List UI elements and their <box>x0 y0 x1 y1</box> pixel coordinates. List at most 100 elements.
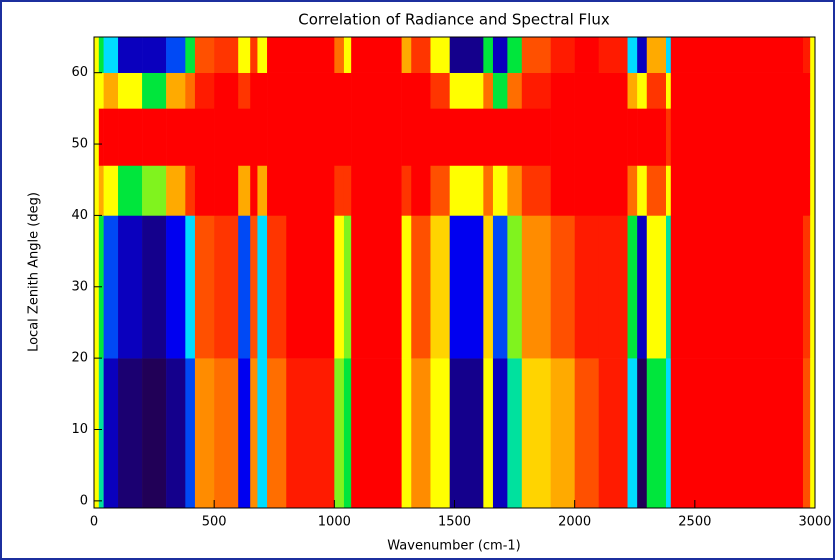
heatmap-cell <box>194 72 215 109</box>
heatmap-cell <box>401 215 412 359</box>
heatmap-cell <box>637 358 648 509</box>
heatmap-cell <box>267 215 287 359</box>
heatmap-cell <box>492 72 508 109</box>
heatmap-cell <box>665 37 672 73</box>
heatmap-cell <box>521 215 551 359</box>
heatmap-cell <box>646 165 667 216</box>
heatmap-cell <box>343 37 352 73</box>
heatmap-cell <box>810 37 816 73</box>
heatmap-cell <box>286 358 335 509</box>
heatmap-cell <box>286 108 335 166</box>
heatmap-cell <box>449 108 484 166</box>
heatmap-cell <box>166 72 186 109</box>
heatmap-cell <box>94 108 100 166</box>
heatmap-cell <box>507 165 523 216</box>
y-tick-label: 20 <box>71 351 88 366</box>
heatmap-cell <box>351 358 402 509</box>
heatmap-cell <box>430 358 450 509</box>
heatmap-cell <box>250 108 258 166</box>
heatmap-cell <box>521 358 551 509</box>
heatmap-cell <box>238 37 251 73</box>
heatmap-cell <box>238 165 251 216</box>
heatmap-cell <box>574 37 599 73</box>
heatmap-cell <box>802 37 811 73</box>
heatmap-cell <box>286 165 335 216</box>
heatmap-cell <box>802 215 811 359</box>
heatmap-cell <box>627 215 638 359</box>
heatmap-cell <box>637 72 648 109</box>
heatmap-cell <box>598 108 628 166</box>
heatmap-cell <box>411 108 431 166</box>
heatmap-cell <box>492 108 508 166</box>
heatmap-cell <box>550 72 575 109</box>
heatmap-cell <box>185 72 196 109</box>
y-tick-label: 40 <box>71 208 88 223</box>
x-tick-label: 2000 <box>558 515 591 530</box>
heatmap-cell <box>194 37 215 73</box>
heatmap-cell <box>118 72 143 109</box>
heatmap-cell <box>574 358 599 509</box>
heatmap-cell <box>351 37 402 73</box>
y-tick-label: 30 <box>71 279 88 294</box>
heatmap-cell <box>286 37 335 73</box>
heatmap-cell <box>250 165 258 216</box>
x-tick-label: 3000 <box>798 515 831 530</box>
heatmap-cell <box>401 37 412 73</box>
heatmap-cell <box>574 215 599 359</box>
heatmap-cell <box>483 37 494 73</box>
heatmap-cell <box>492 165 508 216</box>
heatmap-cell <box>401 358 412 509</box>
heatmap-cell <box>185 37 196 73</box>
heatmap-cell <box>627 165 638 216</box>
heatmap-cell <box>94 72 100 109</box>
heatmap-cell <box>411 72 431 109</box>
heatmap-cell <box>665 72 672 109</box>
heatmap-cell <box>449 37 484 73</box>
heatmap-cell <box>483 108 494 166</box>
heatmap-cell <box>118 37 143 73</box>
y-tick-label: 50 <box>71 137 88 152</box>
heatmap-cell <box>257 215 268 359</box>
heatmap-cell <box>257 37 268 73</box>
heatmap-cell <box>103 108 119 166</box>
heatmap-cell <box>598 72 628 109</box>
heatmap-cell <box>98 358 104 509</box>
heatmap-cell <box>351 72 402 109</box>
heatmap-cell <box>142 215 167 359</box>
heatmap-cell <box>334 215 345 359</box>
heatmap-cell <box>286 72 335 109</box>
heatmap-cells <box>94 37 816 509</box>
y-axis-label: Local Zenith Angle (deg) <box>27 192 42 352</box>
heatmap-cell <box>238 215 251 359</box>
heatmap-cell <box>550 165 575 216</box>
heatmap-cell <box>492 358 508 509</box>
heatmap-cell <box>334 108 345 166</box>
heatmap-cell <box>483 215 494 359</box>
heatmap-cell <box>492 37 508 73</box>
heatmap-cell <box>334 72 345 109</box>
heatmap-cell <box>166 37 186 73</box>
heatmap-cell <box>351 108 402 166</box>
heatmap-cell <box>646 72 667 109</box>
heatmap-cell <box>334 165 345 216</box>
heatmap-cell <box>507 215 523 359</box>
heatmap-cell <box>166 108 186 166</box>
heatmap-cell <box>598 37 628 73</box>
heatmap-cell <box>343 165 352 216</box>
heatmap-cell <box>334 37 345 73</box>
heatmap-cell <box>401 72 412 109</box>
x-tick-label: 0 <box>90 515 98 530</box>
heatmap-cell <box>257 72 268 109</box>
heatmap-cell <box>810 358 816 509</box>
heatmap-cell <box>411 358 431 509</box>
heatmap-cell <box>574 108 599 166</box>
heatmap-cell <box>802 72 811 109</box>
y-tick-label: 10 <box>71 422 88 437</box>
heatmap-cell <box>598 215 628 359</box>
heatmap-cell <box>185 215 196 359</box>
heatmap-cell <box>574 72 599 109</box>
heatmap-cell <box>267 165 287 216</box>
heatmap-cell <box>142 37 167 73</box>
heatmap-cell <box>194 358 215 509</box>
heatmap-cell <box>507 72 523 109</box>
